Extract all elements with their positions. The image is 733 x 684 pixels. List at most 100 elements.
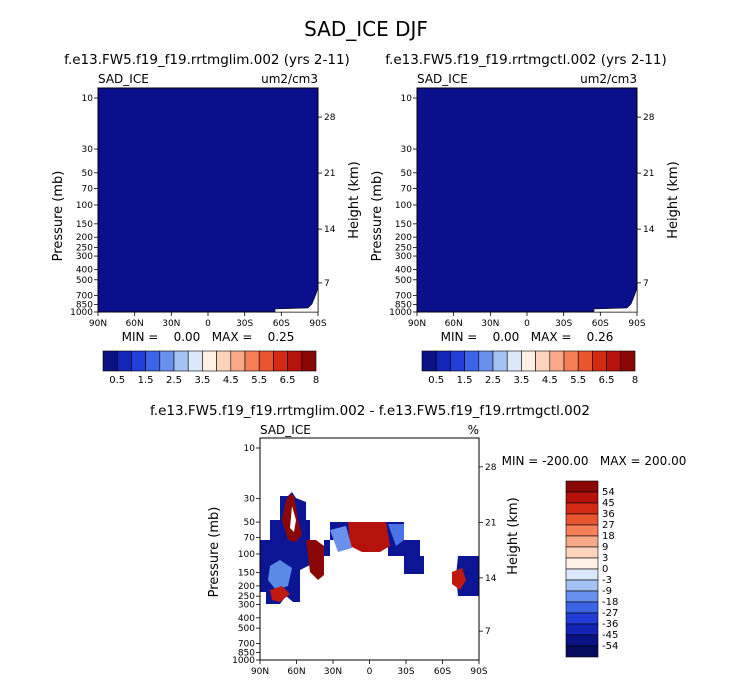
y-tick-label: 10 [401,94,413,104]
y-tick-label: 250 [76,244,93,254]
colorbar-swatch [216,350,232,372]
region-center-red [306,540,324,580]
colorbar-swatch [565,491,599,504]
right-tick-label: 21 [485,518,496,528]
y-tick-label: 100 [395,201,412,211]
region-left-light [268,560,292,590]
colorbar-swatch [464,350,480,372]
x-tick-label: 0 [524,319,530,329]
colorbar-label: 5.5 [570,375,586,386]
units-label: um2/cm3 [580,72,637,86]
colorbar-label: -45 [602,630,618,641]
colorbar-swatch [565,568,599,581]
x-tick-label: 0 [205,319,211,329]
y-tick-label: 70 [82,184,94,194]
region-center-right [388,524,404,546]
y-tick-label: 400 [395,265,412,275]
colorbar-swatch [301,350,317,372]
colorbar-swatch [258,350,274,372]
colorbar-swatch [563,350,579,372]
colorbar-swatch [244,350,260,372]
colorbar-swatch [173,350,189,372]
y-tick-label: 700 [395,291,412,301]
y-axis-label: Pressure (mb) [51,171,66,262]
x-tick-label: 30S [555,319,572,329]
y-tick-label: 850 [395,300,412,310]
right-tick-label: 28 [485,463,497,473]
y-tick-label: 30 [401,145,413,155]
colorbar-swatch [565,623,599,636]
x-tick-label: 60S [592,319,609,329]
right-tick-label: 14 [485,574,497,584]
colorbar-label: 2.5 [485,375,501,386]
colorbar-swatch [606,350,622,372]
colorbar-swatch [565,579,599,592]
colorbar-label: 6.5 [599,375,615,386]
colorbar: 0.5 1.5 2.5 3.5 4.5 5.5 6.5 8 [421,350,638,386]
colorbar-label: -18 [602,597,618,608]
colorbar-swatch [492,350,508,372]
colorbar-label: 54 [602,487,615,498]
colorbar-swatch [565,524,599,537]
region-center-red-top [348,522,390,552]
region-right-red [452,568,466,590]
page-title: SAD_ICE DJF [304,17,428,41]
surface-mask [593,287,638,313]
colorbar-label: 45 [602,498,615,509]
x-tick-label: 90S [309,319,326,329]
plot-field [97,87,319,313]
colorbar-swatch [202,350,217,372]
colorbar-label: 36 [602,509,615,520]
y-tick-label: 1000 [389,308,412,318]
colorbar-label: 18 [602,531,615,542]
x-tick-label: 30S [236,319,253,329]
colorbar-label: 3 [602,553,608,564]
panel-difference: f.e13.FW5.f19_f19.rrtmglim.002 - f.e13.F… [150,403,686,677]
panel-title: f.e13.FW5.f19_f19.rrtmgctl.002 (yrs 2-11… [385,52,666,68]
y-tick-label: 300 [395,252,412,262]
plot-field [416,87,638,313]
x-tick-label: 60S [434,667,451,677]
colorbar-swatch [565,612,599,625]
y-tick-label: 400 [76,265,93,275]
y-tick-label: 500 [395,276,412,286]
y-tick-label: 50 [401,169,413,179]
x-tick-label: 30S [397,667,414,677]
colorbar-label: 4.5 [542,375,558,386]
colorbar-label: -3 [602,575,612,586]
units-label: um2/cm3 [261,72,318,86]
y-tick-label: 250 [238,592,255,602]
right-tick-label: 14 [324,225,336,235]
units-label: % [468,423,479,437]
y-tick-label: 150 [238,569,255,579]
colorbar-label: 8 [313,375,319,386]
colorbar-label: 3.5 [513,375,529,386]
colorbar-label: 1.5 [457,375,473,386]
variable-label: SAD_ICE [260,423,311,437]
colorbar-swatch [187,350,203,372]
x-tick-label: 0 [367,667,373,677]
colorbar-label: 0.5 [109,375,125,386]
colorbar-swatch [565,590,599,603]
y-tick-label: 500 [238,624,255,634]
y-axis-right-label: Height (km) [666,161,681,238]
y-tick-label: 10 [82,94,94,104]
y-tick-label: 1000 [70,308,93,318]
y-tick-label: 10 [244,444,256,454]
x-tick-label: 60N [126,319,144,329]
y-tick-label: 850 [238,649,255,659]
y-tick-label: 150 [395,220,412,230]
colorbar-label: 6.5 [280,375,296,386]
x-tick-label: 30N [324,667,342,677]
colorbar-swatch [549,350,565,372]
y-tick-label: 200 [395,233,412,243]
y-tick-label: 50 [82,169,94,179]
right-tick-label: 14 [643,225,655,235]
y-tick-label: 500 [76,276,93,286]
colorbar-swatch [159,350,175,372]
colorbar-swatch [565,557,599,570]
colorbar-swatch [565,480,599,493]
colorbar-label: 5.5 [251,375,267,386]
colorbar: 0.5 1.5 2.5 3.5 4.5 5.5 6.5 8 [102,350,319,386]
